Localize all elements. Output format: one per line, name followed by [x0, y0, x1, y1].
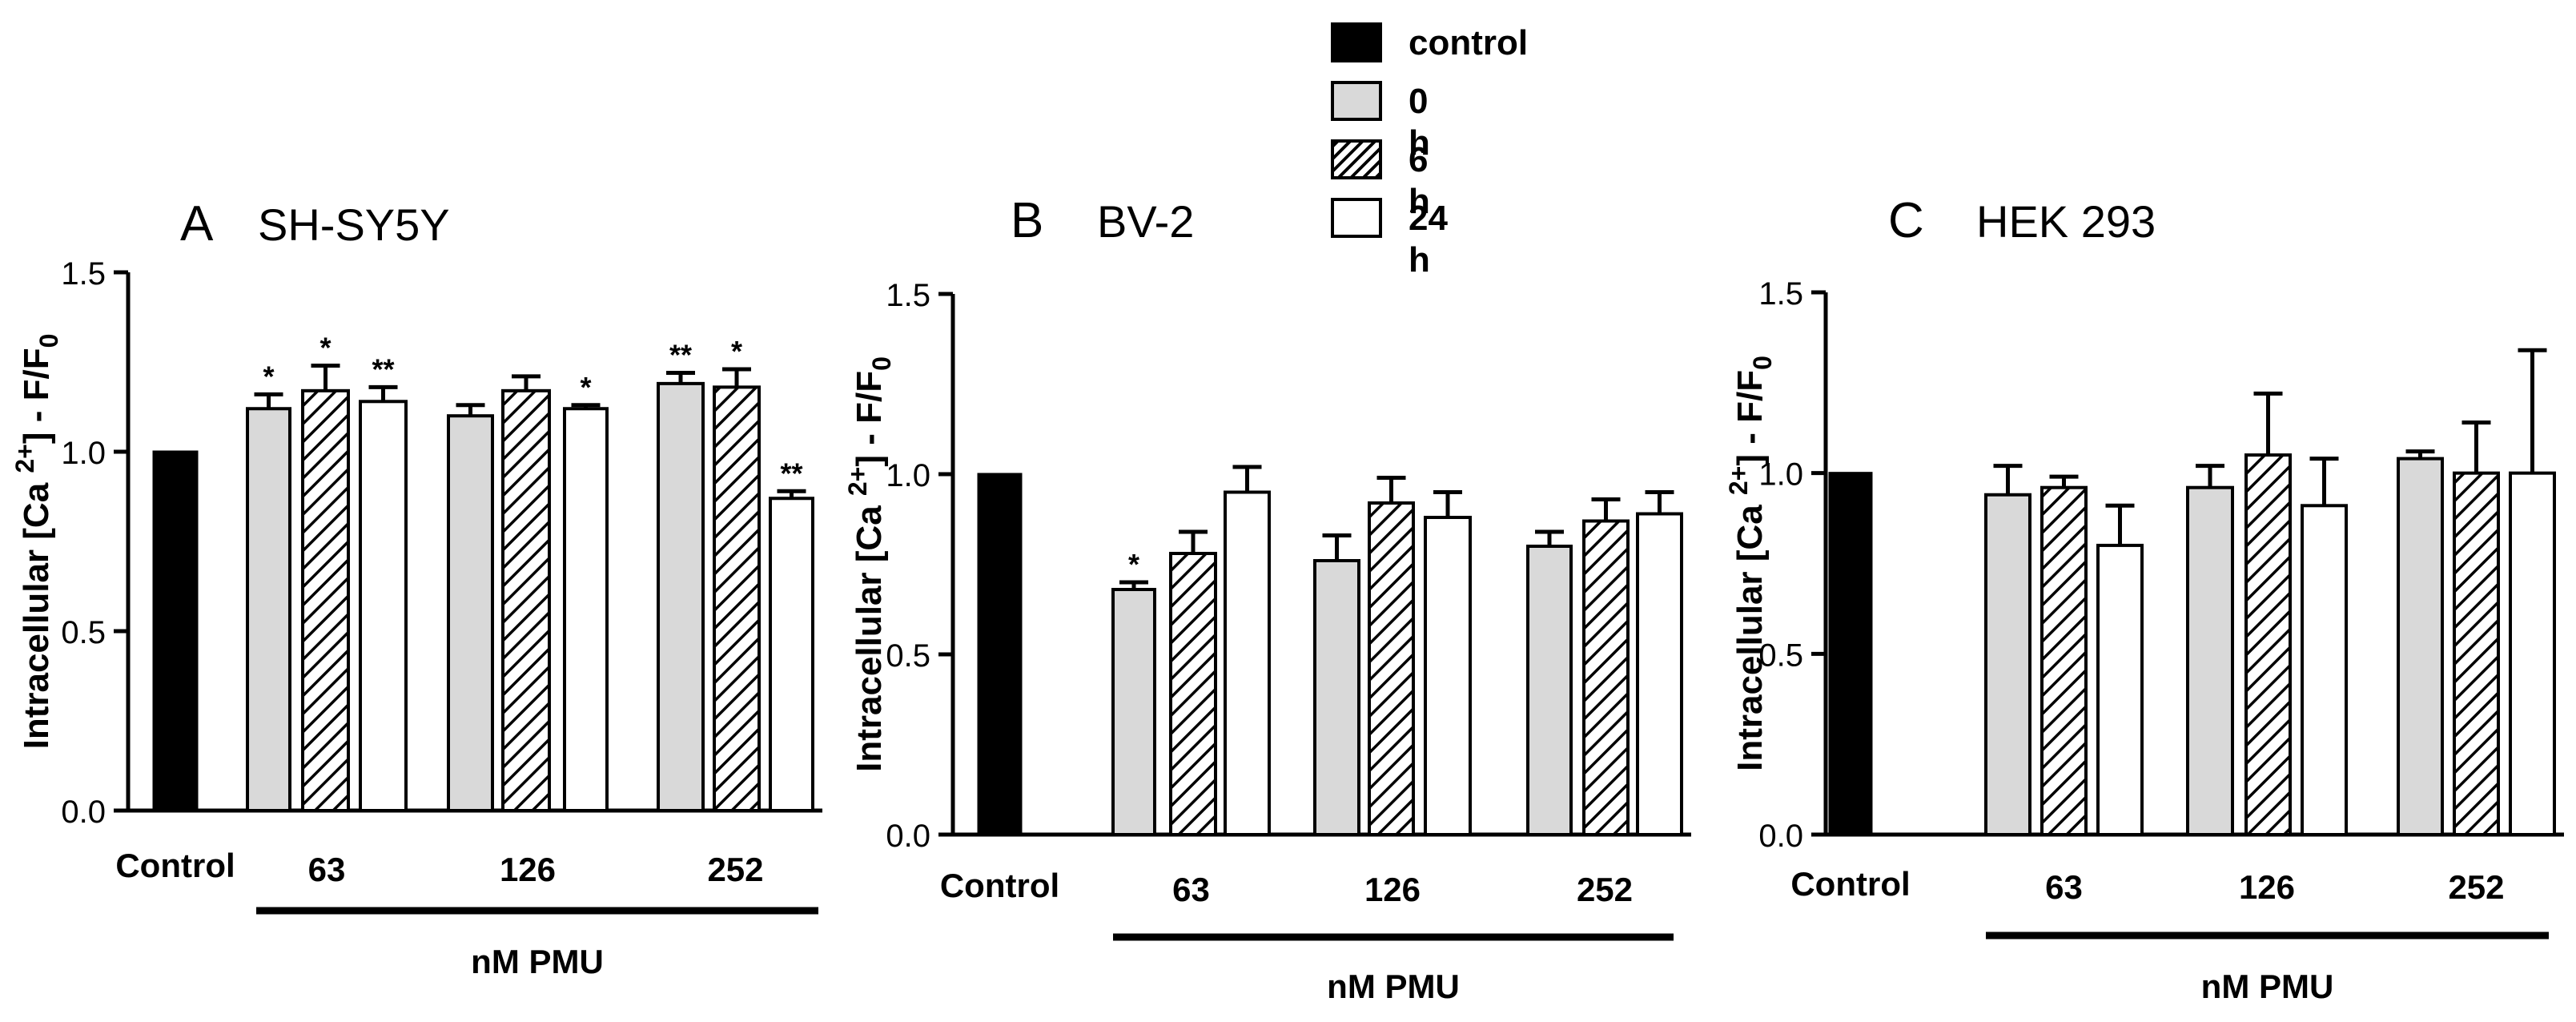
y-axis-label: Intracellular [Ca 2+] - F/F0 — [1724, 356, 1777, 771]
significance-mark: ** — [669, 338, 692, 371]
panel-a: A SH-SY5Y 0.0 0.5 1.0 1.5 Intracellular [Ca 2+… — [10, 196, 822, 980]
panel-title: SH-SY5Y — [258, 199, 450, 250]
y-axis-label: Intracellular [Ca 2+] - F/F0 — [10, 334, 63, 750]
x-label-control: Control — [940, 867, 1059, 904]
legend-label: 6 h — [1409, 140, 1430, 221]
x-axis-label: nM PMU — [1327, 968, 1460, 1005]
bar-63-24h — [359, 400, 408, 812]
bar-252-0h — [657, 381, 705, 812]
y-tick-label: 0.0 — [61, 795, 106, 830]
legend-swatch — [1331, 139, 1382, 179]
bar-control — [152, 450, 199, 812]
y-tick-label: 0.5 — [886, 638, 930, 674]
x-category-label: 126 — [500, 851, 556, 888]
bar-control — [1828, 472, 1873, 836]
y-tick-label: 1.0 — [886, 458, 930, 493]
bar-126-0h — [1313, 559, 1360, 836]
panel-title: HEK 293 — [1976, 196, 2156, 247]
x-category-label: 63 — [308, 851, 346, 888]
bar-126-24h — [2301, 504, 2348, 837]
bar-252-24h — [769, 497, 814, 812]
y-tick-label: 1.5 — [1758, 276, 1803, 312]
bar-126-0h — [2186, 485, 2234, 836]
bar-126-6h — [2244, 453, 2292, 836]
bar-63-6h — [301, 388, 350, 812]
panel-c: C HEK 293 0.0 0.5 1.0 1.5 Intracellular [Ca 2+… — [1724, 193, 2564, 1005]
significance-mark: * — [731, 335, 742, 368]
x-category-label: 63 — [1172, 871, 1210, 908]
y-tick-label: 0.0 — [1758, 819, 1803, 854]
bar-126-24h — [1424, 516, 1472, 836]
bar-126-0h — [447, 414, 494, 812]
legend-swatch — [1331, 81, 1382, 121]
significance-mark: * — [580, 371, 591, 404]
bar-252-24h — [2509, 471, 2556, 837]
bar-63-24h — [2096, 543, 2144, 837]
bar-63-6h — [1169, 552, 1217, 836]
legend-label: control — [1409, 23, 1529, 62]
significance-mark: * — [263, 360, 274, 392]
bar-63-0h — [1984, 493, 2031, 836]
y-tick-label: 0.5 — [61, 615, 106, 650]
significance-mark: * — [1128, 548, 1139, 581]
bar-252-0h — [1526, 545, 1573, 836]
bar-252-24h — [1636, 512, 1683, 836]
x-category-label: 252 — [707, 851, 763, 888]
significance-mark: ** — [372, 352, 394, 385]
y-tick-label: 1.5 — [886, 278, 930, 313]
x-axis-label: nM PMU — [2201, 968, 2334, 1005]
legend-label: 0 h — [1409, 82, 1430, 163]
panel-letter: A — [180, 196, 214, 251]
bar-252-6h — [2453, 471, 2500, 837]
x-category-label: 252 — [1577, 871, 1633, 908]
significance-mark: ** — [780, 457, 802, 489]
bar-control — [977, 473, 1023, 836]
bar-63-24h — [1224, 490, 1271, 836]
x-category-label: 252 — [2448, 868, 2504, 906]
y-tick-label: 0.5 — [1758, 638, 1803, 673]
panel-letter: C — [1888, 193, 1924, 248]
x-axis-label: nM PMU — [471, 943, 604, 980]
x-category-label: 126 — [1364, 871, 1421, 908]
x-label-control: Control — [1790, 865, 1910, 903]
bar-126-6h — [1368, 501, 1415, 836]
x-label-control: Control — [115, 847, 235, 884]
y-axis-label: Intracellular [Ca 2+] - F/F0 — [843, 356, 896, 772]
legend-swatch — [1331, 22, 1382, 62]
y-tick-label: 1.0 — [61, 436, 106, 471]
panel-title: BV-2 — [1097, 196, 1194, 247]
y-tick-label: 1.5 — [61, 256, 106, 292]
bar-252-0h — [2397, 457, 2444, 836]
bar-63-6h — [2040, 485, 2088, 836]
panel-b: B BV-2 0.0 0.5 1.0 1.5 Intracellular [Ca 2+] -… — [843, 193, 1691, 1005]
bar-63-0h — [246, 407, 291, 812]
bar-63-0h — [1111, 588, 1156, 836]
bar-252-6h — [1582, 519, 1630, 836]
bar-126-24h — [563, 407, 609, 812]
bar-252-6h — [713, 385, 761, 812]
legend-label: 24 h — [1409, 199, 1448, 280]
y-tick-label: 1.0 — [1758, 457, 1803, 493]
x-category-label: 126 — [2239, 868, 2295, 906]
panel-letter: B — [1011, 193, 1043, 248]
x-category-label: 63 — [2045, 868, 2083, 906]
bar-126-6h — [501, 388, 551, 812]
significance-mark: * — [319, 331, 331, 364]
y-tick-label: 0.0 — [886, 819, 930, 854]
legend-swatch — [1331, 198, 1382, 238]
